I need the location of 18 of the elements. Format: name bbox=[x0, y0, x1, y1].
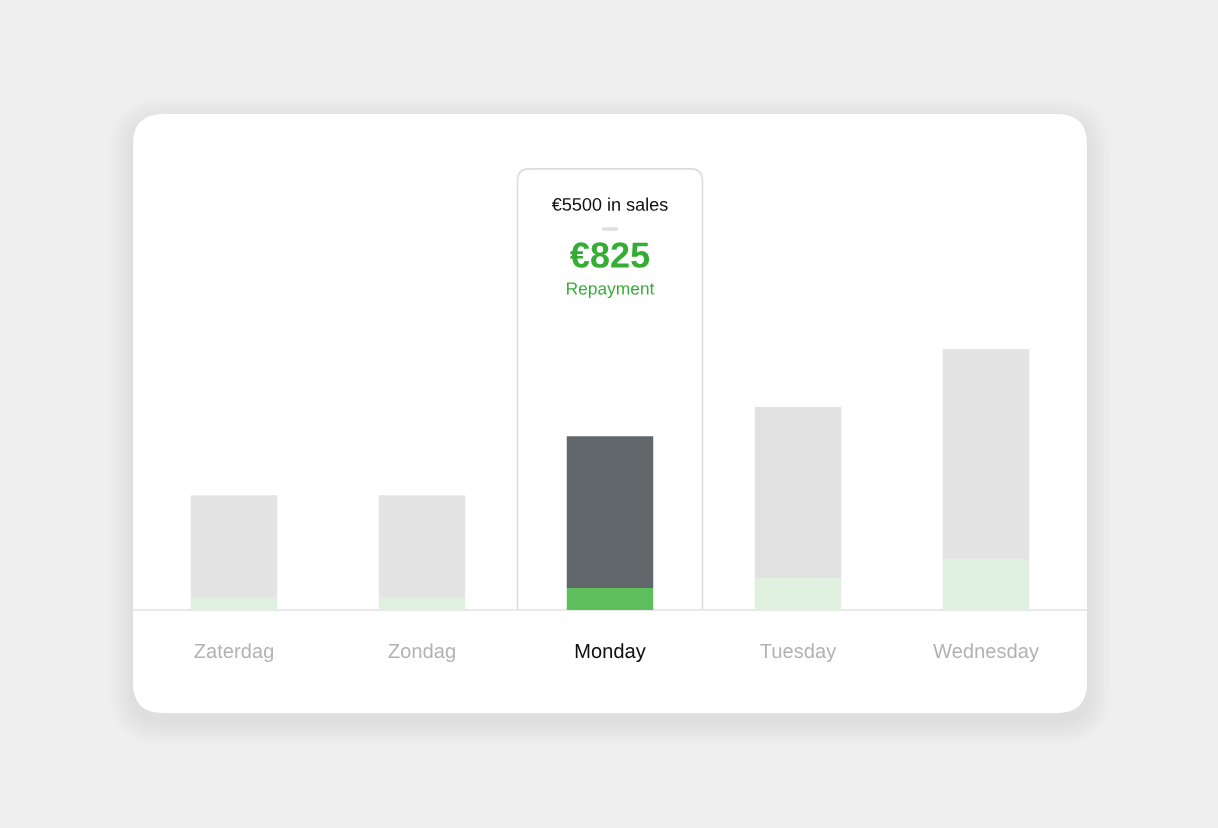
bar bbox=[190, 596, 278, 610]
text: €5500 in sales bbox=[551, 197, 668, 211]
bar bbox=[942, 349, 1030, 560]
x-tick-label: Wednesday bbox=[933, 643, 1039, 663]
bar bbox=[754, 406, 842, 578]
x-tick-label: Tuesday bbox=[760, 643, 837, 663]
text: Repayment bbox=[567, 282, 655, 299]
bar bbox=[190, 495, 278, 597]
bar bbox=[566, 436, 654, 589]
x-tick-label: Monday bbox=[575, 643, 646, 663]
bar bbox=[942, 559, 1030, 610]
text: €825 bbox=[570, 242, 650, 268]
x-tick-label: Zondag bbox=[388, 643, 455, 663]
bar bbox=[566, 588, 654, 610]
bar bbox=[754, 577, 842, 610]
bar bbox=[378, 596, 466, 610]
x-tick-label: Zaterdag bbox=[194, 643, 274, 663]
bar bbox=[378, 495, 466, 597]
